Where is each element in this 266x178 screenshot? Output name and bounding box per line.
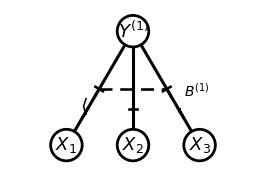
Circle shape [117,129,149,161]
Text: ,: , [176,96,182,114]
Text: $X_3$: $X_3$ [189,135,211,155]
Text: $Y^{(1)}$: $Y^{(1)}$ [118,21,148,42]
Text: $X_2$: $X_2$ [122,135,144,155]
Text: $\langle$: $\langle$ [80,96,88,117]
Circle shape [117,15,149,47]
Circle shape [51,129,82,161]
Text: $B^{(1)}$: $B^{(1)}$ [184,82,209,100]
Text: $X_1$: $X_1$ [55,135,77,155]
Circle shape [184,129,215,161]
